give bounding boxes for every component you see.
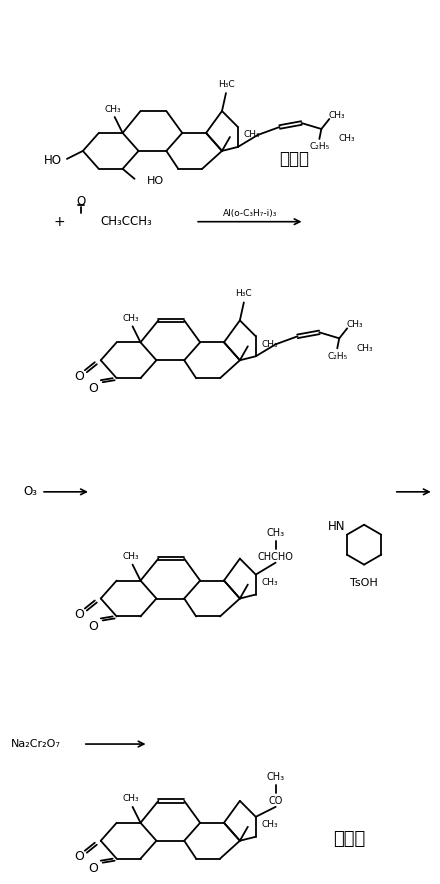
Text: HO: HO — [147, 176, 164, 186]
Text: O₃: O₃ — [23, 485, 37, 499]
Text: H₃C: H₃C — [235, 289, 252, 298]
Text: H₃C: H₃C — [218, 80, 234, 88]
Text: CH₃: CH₃ — [262, 578, 279, 587]
Text: 豆甸醇: 豆甸醇 — [279, 150, 309, 168]
Text: CHCHO: CHCHO — [258, 552, 293, 561]
Text: CH₃: CH₃ — [357, 344, 374, 353]
Text: 黄体酮: 黄体酮 — [333, 830, 365, 848]
Text: Al(o-C₃H₇-i)₃: Al(o-C₃H₇-i)₃ — [223, 210, 277, 218]
Text: C₂H₅: C₂H₅ — [309, 142, 330, 151]
Text: CH₃: CH₃ — [122, 314, 139, 323]
Text: CH₃: CH₃ — [244, 131, 260, 140]
Text: CH₃: CH₃ — [329, 110, 345, 119]
Text: O: O — [88, 620, 98, 633]
Text: CH₃: CH₃ — [347, 320, 363, 329]
Text: Na₂Cr₂O₇: Na₂Cr₂O₇ — [11, 739, 61, 749]
Text: O: O — [88, 862, 98, 875]
Text: CH₃: CH₃ — [122, 795, 139, 804]
Text: O: O — [74, 608, 84, 621]
Text: CH₃: CH₃ — [104, 104, 121, 113]
Text: CH₃: CH₃ — [267, 528, 285, 537]
Text: CH₃: CH₃ — [262, 820, 279, 829]
Text: +: + — [53, 215, 65, 229]
Text: HN: HN — [327, 520, 345, 533]
Text: O: O — [74, 370, 84, 383]
Text: C₂H₅: C₂H₅ — [327, 352, 348, 361]
Text: CH₃: CH₃ — [262, 339, 279, 349]
Text: CO: CO — [268, 796, 283, 806]
Text: CH₃: CH₃ — [339, 134, 356, 143]
Text: CH₃: CH₃ — [122, 552, 139, 561]
Text: HO: HO — [44, 155, 62, 167]
Text: CH₃CCH₃: CH₃CCH₃ — [101, 215, 153, 228]
Text: O: O — [74, 850, 84, 863]
Text: O: O — [76, 195, 85, 209]
Text: CH₃: CH₃ — [267, 772, 285, 782]
Text: TsOH: TsOH — [350, 577, 378, 588]
Text: O: O — [88, 382, 98, 394]
